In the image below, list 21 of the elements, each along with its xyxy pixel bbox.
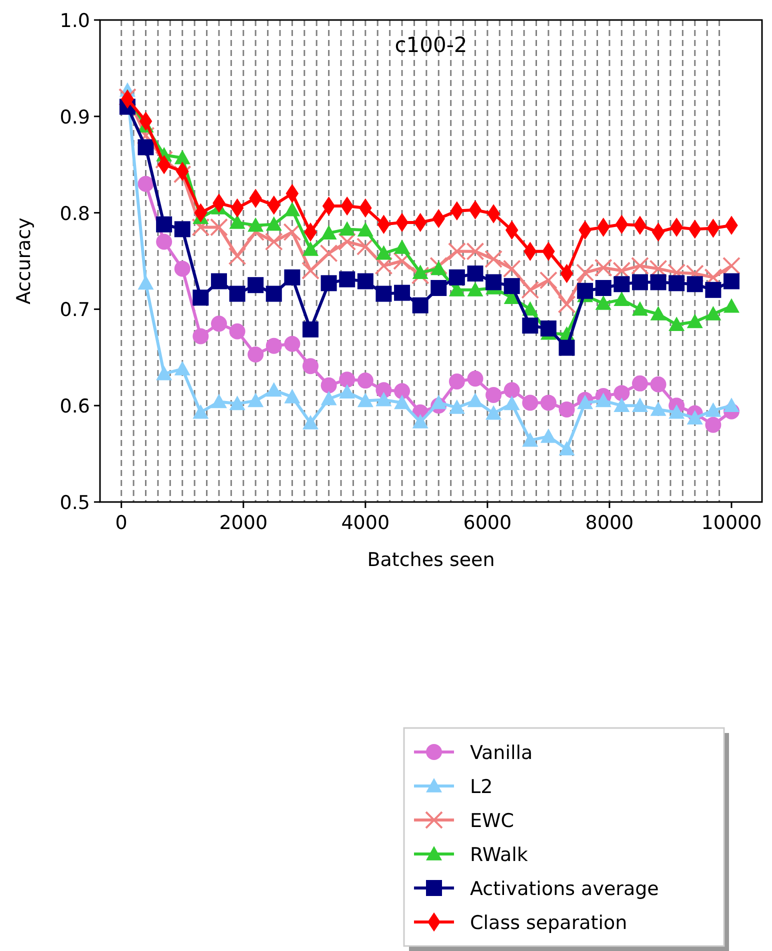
legend-label: Activations average xyxy=(470,878,659,900)
legend-label: EWC xyxy=(470,810,514,832)
y-tick-label: 0.5 xyxy=(60,492,90,514)
legend-label: Vanilla xyxy=(470,742,533,764)
text: c100-2 xyxy=(394,33,468,57)
y-axis-title: Accuracy xyxy=(13,218,35,304)
x-tick-label: 0 xyxy=(115,512,128,534)
x-axis-title: Batches seen xyxy=(367,549,495,571)
x-tick-label: 6000 xyxy=(463,512,512,534)
x-tick-label: 10000 xyxy=(701,512,762,534)
legend-label: Class separation xyxy=(470,912,628,934)
y-tick-label: 0.6 xyxy=(60,396,90,418)
x-tick-label: 2000 xyxy=(219,512,268,534)
y-tick-label: 1.0 xyxy=(60,10,90,32)
x-tick-label: 4000 xyxy=(341,512,390,534)
y-tick-label: 0.9 xyxy=(60,106,90,128)
legend-label: L2 xyxy=(470,776,493,798)
y-tick-label: 0.7 xyxy=(60,299,90,322)
legend-label: RWalk xyxy=(470,844,528,866)
y-tick-label: 0.8 xyxy=(60,202,90,225)
x-tick-label: 8000 xyxy=(585,512,634,534)
